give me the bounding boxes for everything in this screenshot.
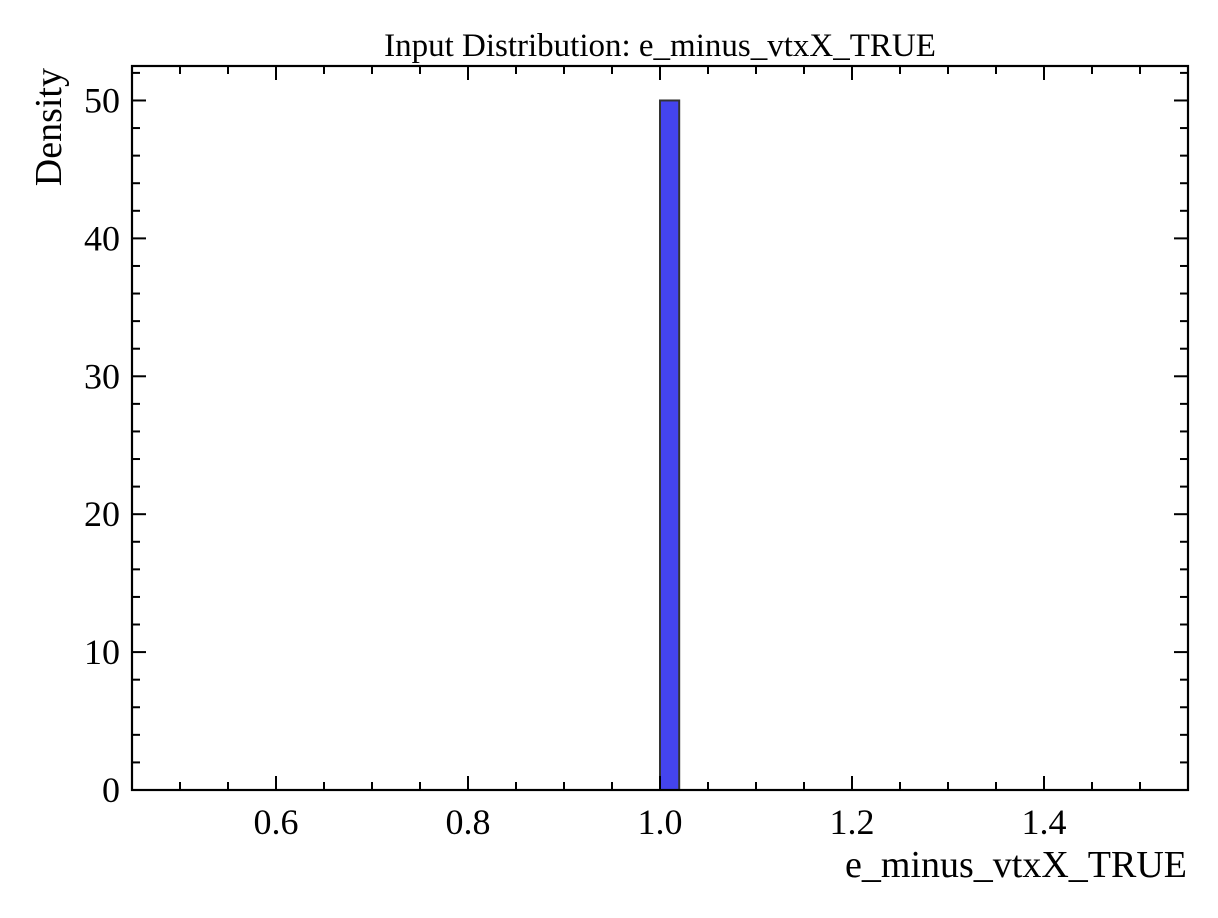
y-tick-label-2: 20: [84, 494, 120, 534]
y-tick-label-3: 30: [84, 356, 120, 396]
x-tick-label-2: 1.0: [638, 802, 683, 842]
y-tick-label-1: 10: [84, 632, 120, 672]
x-tick-label-3: 1.2: [830, 802, 875, 842]
plot-frame: [130, 64, 1190, 792]
tick-labels-layer: 0.6 0.8 1.0 1.2 1.4 0 10 20 30 40 50: [84, 80, 1067, 842]
x-tick-label-4: 1.4: [1022, 802, 1067, 842]
bars-layer: [659, 99, 681, 791]
y-axis-label: Density: [28, 68, 70, 186]
y-tick-label-0: 0: [102, 770, 120, 810]
x-axis-label: e_minus_vtxX_TRUE: [845, 844, 1187, 886]
x-tick-label-0: 0.6: [254, 802, 299, 842]
y-tick-label-4: 40: [84, 218, 120, 258]
x-tick-label-1: 0.8: [446, 802, 491, 842]
chart-title: Input Distribution: e_minus_vtxX_TRUE: [384, 28, 936, 64]
histogram-bar-0: [659, 99, 681, 791]
y-tick-label-5: 50: [84, 80, 120, 120]
ticks-layer: [132, 66, 1188, 791]
